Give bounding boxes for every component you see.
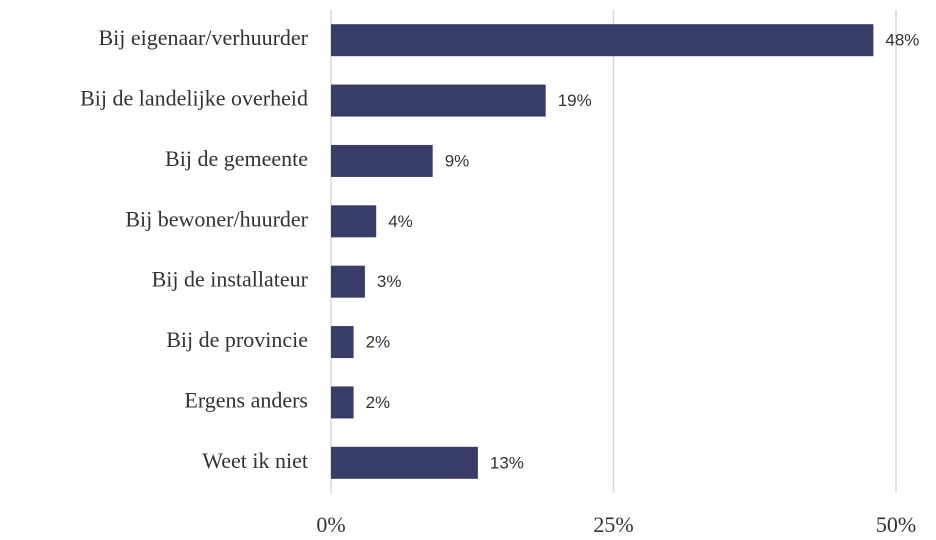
y-tick-label: Bij de landelijke overheid	[80, 86, 308, 111]
value-label: 48%	[885, 31, 919, 50]
y-tick-label: Bij de installateur	[152, 267, 309, 292]
x-tick-label: 0%	[316, 512, 345, 537]
x-tick-label: 50%	[876, 512, 916, 537]
bar	[331, 326, 354, 359]
y-tick-label: Bij eigenaar/verhuurder	[98, 25, 308, 50]
x-tick-label: 25%	[593, 512, 633, 537]
value-label: 4%	[388, 212, 413, 231]
y-tick-label: Ergens anders	[184, 387, 308, 412]
y-tick-label: Bij bewoner/huurder	[125, 206, 308, 231]
bar	[331, 205, 377, 238]
value-label: 3%	[377, 272, 402, 291]
y-tick-label: Bij de gemeente	[165, 146, 308, 171]
bar	[331, 24, 874, 57]
bar	[331, 265, 365, 298]
bar	[331, 84, 546, 117]
y-tick-label: Weet ik niet	[202, 448, 308, 473]
value-label: 9%	[445, 151, 470, 170]
bar	[331, 144, 433, 177]
y-tick-label: Bij de provincie	[166, 327, 308, 352]
value-label: 2%	[366, 393, 391, 412]
value-label: 19%	[558, 91, 592, 110]
bar	[331, 446, 478, 479]
value-label: 13%	[490, 453, 524, 472]
bar	[331, 386, 354, 419]
value-label: 2%	[366, 333, 391, 352]
